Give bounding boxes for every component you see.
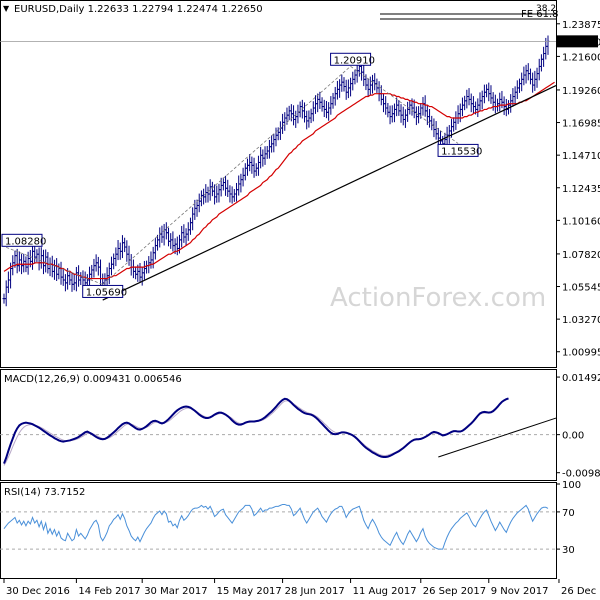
x-tick-label: 9 Nov 2017 bbox=[491, 586, 549, 597]
support-trendline bbox=[102, 85, 557, 301]
rsi-line bbox=[3, 503, 549, 550]
price-y-tick-label: 1.19260 bbox=[562, 86, 600, 97]
price-layer: 1.08280 1.05690 1.20910 1.15530 bbox=[0, 35, 557, 307]
price-annotation: 1.20910 bbox=[330, 52, 375, 66]
price-y-tick-label: 1.12435 bbox=[562, 184, 600, 195]
rsi-y-tick-label: 70 bbox=[562, 508, 575, 519]
swing-dash bbox=[6, 246, 103, 285]
current-price-label: 1.22650 bbox=[560, 37, 600, 48]
macd-line bbox=[3, 397, 509, 464]
axis-layer: 1.22650 1.23875 1.21600 1.19260 1.16985 1.147… bbox=[3, 20, 600, 597]
macd-panel-frame bbox=[0, 369, 557, 481]
price-y-tick-label: 1.16985 bbox=[562, 119, 600, 130]
rsi-panel-frame bbox=[0, 482, 557, 579]
rsi-title: RSI(14) 73.7152 bbox=[4, 487, 85, 498]
x-tick-label: 11 Aug 2017 bbox=[353, 586, 417, 597]
rsi-layer bbox=[0, 503, 556, 550]
price-y-tick-label: 1.07820 bbox=[562, 250, 600, 261]
x-tick-label: 26 Sep 2017 bbox=[423, 586, 486, 597]
symbol-info-line: EURUSD,Daily 1.22633 1.22794 1.22474 1.2… bbox=[14, 4, 263, 15]
rsi-y-tick-label: 100 bbox=[562, 480, 581, 491]
watermark: ActionForex.com bbox=[330, 283, 546, 313]
price-y-tick-label: 1.14710 bbox=[562, 151, 600, 162]
macd-y-tick-label: -0.009867 bbox=[562, 469, 600, 480]
price-annotation: 1.05690 bbox=[82, 284, 127, 298]
price-annotation: 1.08280 bbox=[1, 233, 46, 247]
macd-title: MACD(12,26,9) 0.009431 0.006546 bbox=[4, 374, 182, 385]
price-y-tick-label: 1.10160 bbox=[562, 216, 600, 227]
swing-dash bbox=[350, 65, 459, 144]
price-y-tick-label: 1.05545 bbox=[562, 283, 600, 294]
symbol-menu-icon[interactable]: ▼ bbox=[3, 4, 10, 13]
ma-line bbox=[3, 81, 555, 280]
annotation-label: 1.08280 bbox=[5, 236, 46, 247]
price-y-tick-label: 1.23875 bbox=[562, 20, 600, 31]
x-tick-label: 30 Dec 2016 bbox=[6, 586, 70, 597]
macd-y-tick-label: 0.00 bbox=[562, 431, 584, 442]
macd-y-tick-label: 0.014926 bbox=[562, 373, 600, 384]
x-tick-label: 15 May 2017 bbox=[217, 586, 282, 597]
fib-value: 38.2 bbox=[536, 4, 556, 14]
price-panel-frame bbox=[0, 0, 557, 368]
price-y-tick-label: 1.03270 bbox=[562, 315, 600, 326]
price-annotation: 1.15530 bbox=[437, 143, 482, 157]
annotation-label: 1.05690 bbox=[86, 287, 127, 298]
annotation-label: 1.15530 bbox=[441, 146, 482, 157]
x-tick-label: 28 Jun 2017 bbox=[285, 586, 345, 597]
x-tick-label: 26 Dec 2017 bbox=[561, 586, 600, 597]
macd-trendline bbox=[438, 417, 557, 458]
swing-dash bbox=[102, 65, 351, 285]
macd-layer bbox=[0, 397, 557, 466]
rsi-y-tick-label: 30 bbox=[562, 545, 575, 556]
x-tick-label: 30 Mar 2017 bbox=[144, 586, 207, 597]
current-price-tag bbox=[557, 35, 598, 48]
price-y-tick-label: 1.00995 bbox=[562, 348, 600, 359]
price-y-tick-label: 1.21600 bbox=[562, 52, 600, 63]
x-tick-label: 14 Feb 2017 bbox=[78, 586, 140, 597]
annotation-label: 1.20910 bbox=[334, 55, 375, 66]
